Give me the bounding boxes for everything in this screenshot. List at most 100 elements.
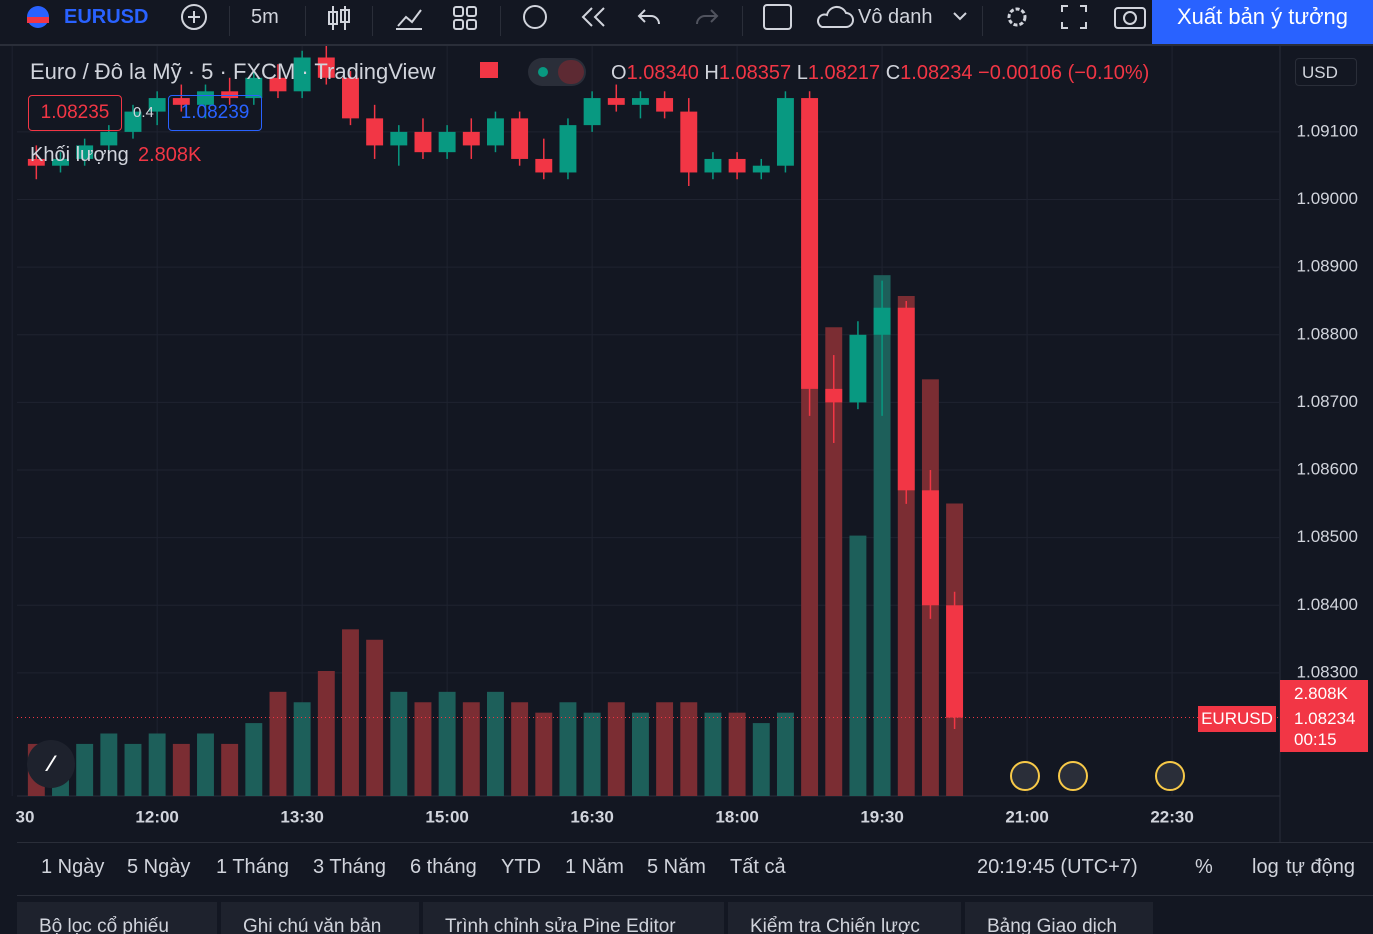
currency[interactable]: USD [1295,58,1357,86]
scale-option[interactable]: tự động [1286,856,1355,878]
price-tag: 2.808K 1.08234 00:15 [1280,680,1368,752]
candle-body [511,118,529,159]
candle-body [221,91,239,99]
clock: 20:19:45 (UTC+7) [977,856,1138,878]
symbol[interactable]: EURUSD [64,6,149,28]
market-status [528,58,586,86]
candle-body [438,131,456,153]
volume-bar [776,712,794,796]
y-tick-label: 1.08600 [1297,460,1358,479]
scale-option[interactable]: % [1195,856,1213,878]
candle-body [414,131,432,153]
range-button[interactable]: 1 Năm [565,856,624,878]
candle-body [342,77,359,119]
range-button[interactable]: YTD [501,856,541,878]
candle-body [776,98,794,166]
x-tick-label: 13:30 [280,807,323,826]
event-marker [1155,761,1185,791]
y-tick-label: 1.08500 [1297,527,1358,546]
volume-bar [197,733,214,796]
volume-bar [631,712,649,796]
range-button[interactable]: 1 Tháng [216,856,290,878]
y-tick-label: 1.08300 [1297,662,1358,681]
volume-bar [390,691,408,796]
l-value: 1.08217 [807,62,881,84]
volume-bar [656,702,674,796]
candle-body [366,118,384,146]
y-tick-label: 1.08900 [1297,257,1358,276]
candle-body [100,131,118,146]
volume-bar [100,733,118,796]
candle-body [52,158,69,166]
layout-name[interactable]: Vô danh [858,6,933,28]
volume-bar [221,743,239,796]
ohlc: O1.08340 H1.08357 L1.08217 C1.08234 −0.0… [611,62,1149,85]
candle-body [656,98,674,112]
volume-bar [752,723,770,796]
chart: 1.09100 1.09000 1.08900 1.08800 1.08700 1.086… [11,43,1358,842]
separator [500,6,501,36]
volume-bar [148,733,166,796]
candle-body [680,111,698,173]
tab[interactable]: Kiểm tra Chiến lược [728,902,965,934]
tab[interactable]: Trình chỉnh sửa Pine Editor [423,902,728,934]
x-tick-label: 30 [16,807,35,826]
volume-bar [366,639,384,796]
volume-bar [873,275,891,797]
candle-body [245,77,263,99]
y-tick-label: 1.08700 [1297,392,1358,411]
candle-body [462,131,480,146]
range-button[interactable]: Tất cả [730,856,786,878]
interval[interactable]: 5m [251,6,279,28]
y-tick-label: 1.09000 [1297,189,1358,208]
volume-bar [124,743,142,796]
candle-body [583,98,601,126]
last-price: 1.08234 [1294,709,1356,728]
separator [742,6,743,36]
candle-body [801,98,819,389]
candle-body [631,98,649,105]
candle-body [607,98,625,105]
event-marker [1058,761,1088,791]
toolbar: EURUSD 5m Vô danh Xuất bản ý tưởng [0,0,1373,46]
volume-bar [607,702,625,796]
separator [372,6,373,36]
candle-body [704,158,722,173]
volume-bar [462,702,480,796]
c-key: C [885,62,901,84]
y-tick-label: 1.08800 [1297,324,1358,343]
range-button[interactable]: 5 Năm [647,856,706,878]
tab[interactable]: Bộ lọc cổ phiếu [17,902,221,934]
tab[interactable]: Bảng Giao dịch [965,902,1157,934]
range-button[interactable]: 5 Ngày [127,856,191,878]
volume-bar [342,629,359,796]
volume-bar [245,723,263,796]
range-button[interactable]: 6 tháng [410,856,477,878]
volume-bar [583,712,601,796]
spread: 0.4 [133,104,154,121]
buy-price[interactable]: 1.08239 [168,95,262,131]
volume-bar [172,743,190,796]
x-tick-label: 15:00 [425,807,468,826]
volume-bar [728,712,746,796]
publish-button[interactable]: Xuất bản ý tưởng [1152,0,1373,44]
y-tick-label: 1.09100 [1297,121,1358,140]
volume-bar [511,702,529,796]
event-marker [1010,761,1040,791]
sell-price[interactable]: 1.08235 [28,95,122,131]
c-value: 1.08234 [900,62,973,84]
range-button[interactable]: 3 Tháng [313,856,387,878]
symbol-description: Euro / Đô la Mỹ · 5 · FXCM · TradingView [30,59,436,84]
x-tick-label: 12:00 [135,807,178,826]
range-button[interactable]: 1 Ngày [41,856,105,878]
x-tick-label: 18:00 [715,807,758,826]
y-tick-label: 1.08400 [1297,595,1358,614]
tab[interactable]: Ghi chú văn bản [221,902,423,934]
volume-bar [825,327,843,796]
range-bar: 1 Ngày 5 Ngày 1 Tháng 3 Tháng 6 tháng YTD 1 Nă… [17,842,1373,896]
volume-bar [317,671,335,796]
scale-option[interactable]: log [1252,856,1279,878]
volume-bar [414,702,432,796]
x-tick-label: 16:30 [570,807,613,826]
